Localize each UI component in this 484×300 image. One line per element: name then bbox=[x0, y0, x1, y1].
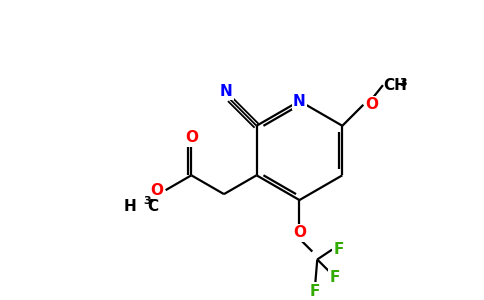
Text: O: O bbox=[151, 183, 164, 198]
Text: 3: 3 bbox=[400, 78, 408, 88]
Text: F: F bbox=[330, 270, 340, 285]
Text: 3: 3 bbox=[143, 196, 151, 206]
Text: N: N bbox=[293, 94, 306, 109]
Text: C: C bbox=[147, 199, 158, 214]
Text: O: O bbox=[293, 225, 306, 240]
Text: H: H bbox=[123, 199, 136, 214]
Text: N: N bbox=[220, 84, 232, 99]
Text: F: F bbox=[334, 242, 344, 257]
Text: CH: CH bbox=[383, 78, 407, 93]
Text: F: F bbox=[310, 284, 320, 299]
Text: O: O bbox=[185, 130, 198, 145]
Text: O: O bbox=[365, 97, 378, 112]
